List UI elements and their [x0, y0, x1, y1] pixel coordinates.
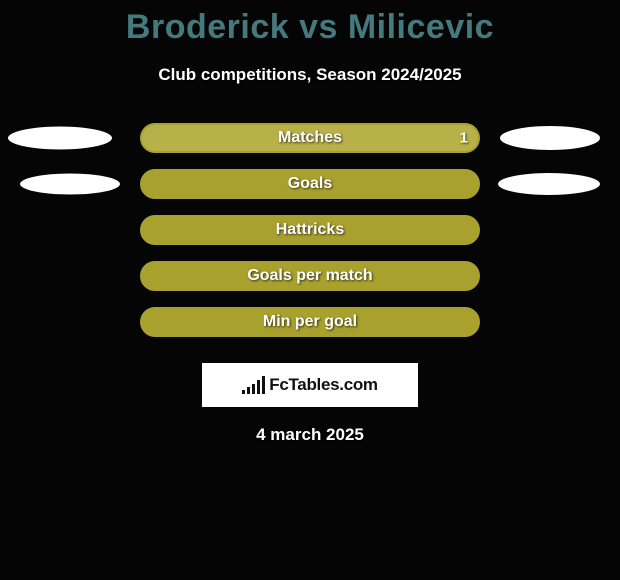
stat-label: Matches — [142, 129, 478, 147]
stat-pill: Goals per match — [140, 261, 480, 291]
stat-label: Goals per match — [142, 267, 478, 285]
stat-row: Min per goal — [0, 299, 620, 345]
logo-bar — [252, 384, 255, 394]
logo-box: FcTables.com — [202, 363, 418, 407]
stat-row: Goals per match — [0, 253, 620, 299]
stat-right-value: 1 — [460, 130, 468, 147]
right-ellipse — [498, 173, 600, 195]
stat-pill: Matches1 — [140, 123, 480, 153]
page-title: Broderick vs Milicevic — [0, 0, 620, 47]
logo: FcTables.com — [242, 375, 378, 395]
stat-row: Matches1 — [0, 115, 620, 161]
left-ellipse — [8, 127, 112, 150]
stat-pill: Min per goal — [140, 307, 480, 337]
logo-bars-icon — [242, 376, 265, 394]
stat-rows: Matches1 Goals Hattricks Goals per match Min… — [0, 115, 620, 345]
logo-bar — [257, 380, 260, 394]
stat-row: Goals — [0, 161, 620, 207]
page-subtitle: Club competitions, Season 2024/2025 — [0, 65, 620, 85]
stat-row: Hattricks — [0, 207, 620, 253]
stat-pill: Goals — [140, 169, 480, 199]
logo-bar — [247, 387, 250, 394]
comparison-card: Broderick vs Milicevic Club competitions… — [0, 0, 620, 580]
logo-bar — [242, 390, 245, 394]
logo-bar — [262, 376, 265, 394]
stat-label: Hattricks — [142, 221, 478, 239]
right-ellipse — [500, 126, 600, 150]
stat-label: Min per goal — [142, 313, 478, 331]
stat-pill: Hattricks — [140, 215, 480, 245]
footer-date: 4 march 2025 — [0, 425, 620, 445]
logo-text: FcTables.com — [269, 375, 378, 395]
left-ellipse — [20, 174, 120, 195]
stat-label: Goals — [142, 175, 478, 193]
